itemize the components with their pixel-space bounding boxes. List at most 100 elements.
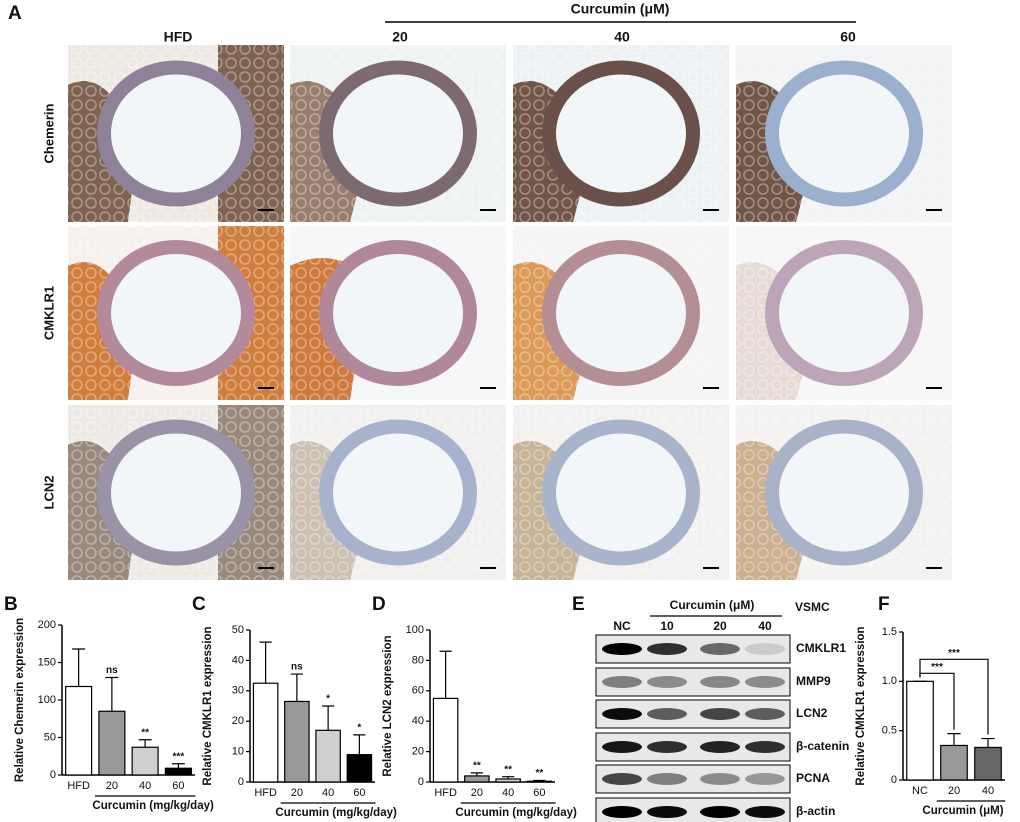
error-bar	[353, 734, 366, 755]
error-bar	[171, 763, 185, 769]
histology-image	[290, 226, 506, 400]
y-tick-label: 60	[412, 685, 424, 697]
protein-label: PCNA	[796, 771, 830, 785]
error-bar	[290, 673, 303, 702]
x-tick-label: HFD	[254, 787, 277, 799]
protein-label: β-actin	[796, 804, 835, 818]
x-tick-label: 60	[533, 787, 545, 799]
significance: **	[504, 764, 512, 775]
histology-image	[68, 45, 284, 222]
column-label: 40	[614, 29, 630, 45]
y-tick-label: 1.0	[882, 675, 897, 687]
significance: *	[326, 694, 330, 705]
vessel-wall	[97, 240, 255, 386]
column-label: HFD	[164, 29, 193, 45]
lane-label: 40	[758, 619, 772, 633]
x-tick-label: HFD	[434, 787, 457, 799]
x-axis-label: Curcumin (mg/kg/day)	[455, 807, 577, 819]
blot-band	[647, 708, 687, 720]
bar	[284, 700, 310, 783]
bar	[315, 729, 341, 783]
x-tick-label: 60	[172, 780, 184, 792]
blot-band	[745, 676, 785, 688]
row-label: LCN2	[41, 476, 56, 510]
blot-strip	[595, 667, 791, 697]
panel-label: A	[8, 3, 22, 24]
histology-image	[513, 45, 729, 222]
y-tick-label: 200	[38, 619, 56, 631]
error-bar	[322, 705, 335, 731]
bar	[526, 780, 553, 783]
bar	[940, 744, 968, 781]
x-tick-label: 60	[353, 787, 365, 799]
significance: ns	[291, 662, 303, 673]
significance: **	[141, 727, 149, 738]
blot-band	[602, 773, 642, 785]
x-axis-label: Curcumin (mg/kg/day)	[275, 807, 397, 819]
significance: **	[473, 761, 481, 772]
column-label: 60	[840, 29, 856, 45]
error-bar	[533, 779, 546, 782]
y-tick-label: 100	[38, 694, 56, 706]
blot-band	[700, 806, 740, 818]
lane-label: NC	[613, 619, 631, 633]
bar	[464, 775, 490, 783]
y-tick-label: 50	[232, 624, 244, 636]
blot-band	[647, 643, 687, 655]
x-tick-label: 20	[948, 785, 960, 797]
vessel-wall	[765, 419, 923, 566]
bar	[432, 697, 459, 783]
vessel-wall	[97, 419, 255, 566]
blot-band	[700, 643, 740, 655]
significance: ***	[173, 751, 185, 762]
treatment-label: Curcumin (μM)	[571, 1, 670, 17]
histology-image	[68, 226, 284, 400]
blot-band	[700, 708, 740, 720]
bar	[906, 680, 934, 781]
histology-image	[736, 405, 952, 580]
vessel-wall	[542, 240, 700, 386]
blot-band	[700, 741, 740, 753]
panel-label: F	[878, 594, 890, 615]
x-tick-label: NC	[912, 785, 928, 797]
y-tick-label: 10	[232, 746, 244, 758]
y-tick-label: 80	[412, 654, 424, 666]
y-axis-label: Relative Chemerin expression	[14, 618, 26, 782]
blot-band	[647, 806, 687, 818]
panel-label: B	[4, 594, 18, 615]
y-tick-label: 0	[50, 769, 56, 781]
y-tick-label: 0	[418, 776, 424, 788]
y-tick-label: 20	[412, 746, 424, 758]
vessel-wall	[319, 60, 477, 207]
treatment-label: Curcumin (μM)	[670, 598, 755, 612]
protein-label: MMP9	[796, 674, 831, 688]
error-bar	[138, 739, 152, 748]
bar	[252, 682, 279, 783]
histology-image	[736, 45, 952, 222]
x-tick-label: 20	[291, 787, 303, 799]
bar	[65, 685, 93, 776]
cell-label: VSMC	[795, 600, 830, 614]
y-tick-label: 40	[232, 654, 244, 666]
bracket	[919, 658, 989, 735]
vessel-wall	[765, 60, 923, 207]
blot-band	[745, 773, 785, 785]
histology-image	[513, 405, 729, 580]
error-bar	[439, 650, 452, 699]
blot-band	[602, 806, 642, 818]
blot-band	[647, 773, 687, 785]
blot-band	[745, 806, 785, 818]
y-tick-label: 150	[38, 656, 56, 668]
error-bar	[947, 733, 961, 746]
vessel-wall	[765, 240, 923, 386]
vessel-wall	[319, 240, 477, 386]
panel-label: E	[572, 594, 585, 615]
protein-label: CMKLR1	[796, 641, 846, 655]
row-label: CMKLR1	[41, 286, 56, 340]
x-tick-label: 40	[322, 787, 334, 799]
blot-band	[700, 773, 740, 785]
histology-image	[68, 405, 284, 580]
bar	[131, 746, 159, 776]
significance: ***	[948, 648, 960, 659]
error-bar	[470, 772, 483, 776]
